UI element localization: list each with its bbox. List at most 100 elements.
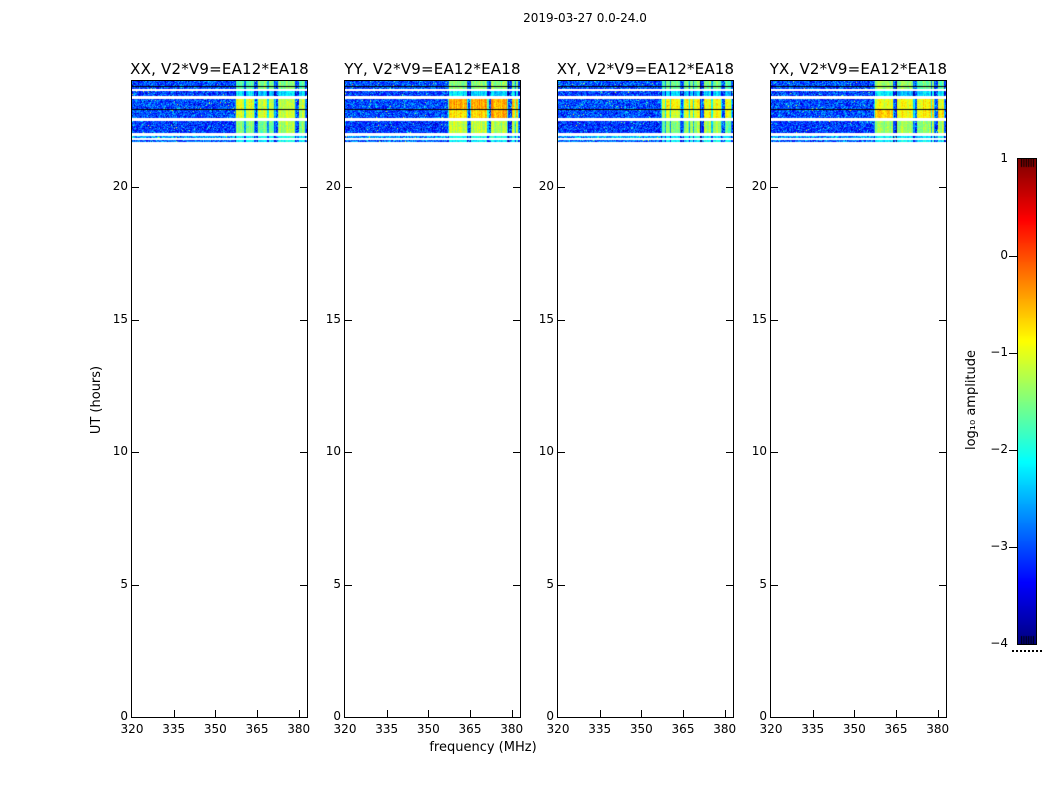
colorbar-tick-label: −3 — [990, 539, 1008, 553]
y-tick-label: 5 — [333, 576, 341, 591]
x-tick-label: 365 — [458, 722, 482, 736]
x-tick-label: 380 — [287, 722, 311, 736]
y-tick-label: 5 — [120, 576, 128, 591]
y-tick-label: 5 — [759, 576, 767, 591]
x-tick-label: 335 — [375, 722, 399, 736]
y-tick — [132, 187, 139, 188]
colorbar-tick-label: −2 — [990, 442, 1008, 456]
y-tick-label: 0 — [333, 709, 341, 723]
panel-title-yx: YX, V2*V9=EA12*EA18 — [769, 60, 948, 78]
x-tick — [298, 710, 300, 717]
y-tick-label: 5 — [546, 576, 554, 591]
x-tick-label: 350 — [416, 722, 440, 736]
y-tick — [726, 187, 733, 188]
y-tick-label: 0 — [120, 709, 128, 723]
y-tick — [513, 187, 520, 188]
y-tick — [771, 187, 778, 188]
x-tick-label: 335 — [588, 722, 612, 736]
y-tick — [939, 319, 946, 321]
colorbar-tick — [1009, 353, 1017, 354]
y-tick — [939, 187, 946, 188]
y-tick-label: 0 — [759, 709, 767, 723]
y-tick — [513, 584, 520, 586]
y-tick — [345, 187, 352, 188]
x-tick — [599, 710, 601, 717]
y-axis-label: UT (hours) — [89, 365, 104, 435]
panel-title-yy: YY, V2*V9=EA12*EA18 — [344, 60, 521, 78]
panel-title-xx: XX, V2*V9=EA12*EA18 — [130, 60, 309, 78]
x-tick — [724, 710, 726, 717]
y-tick — [132, 319, 139, 321]
x-tick — [257, 710, 258, 717]
x-axis-label: frequency (MHz) — [429, 740, 537, 755]
y-tick — [345, 319, 352, 321]
y-tick — [939, 452, 946, 453]
y-tick-label: 10 — [751, 444, 767, 458]
y-tick — [558, 319, 565, 321]
x-tick — [937, 710, 939, 717]
y-tick-label: 10 — [112, 444, 128, 458]
y-tick — [939, 584, 946, 586]
y-tick — [132, 584, 139, 586]
x-tick-label: 335 — [162, 722, 186, 736]
x-tick — [470, 710, 471, 717]
y-tick — [513, 319, 520, 321]
x-tick — [854, 710, 856, 717]
x-tick — [812, 710, 814, 717]
y-tick — [771, 319, 778, 321]
panel-xx: XX, V2*V9=EA12*EA18 0 5 10 15 20 320 335 350 365 3… — [113, 60, 310, 736]
panel-yx: YX, V2*V9=EA12*EA18 0 5 10 15 20 320 335 350 365 3… — [752, 60, 949, 736]
x-tick-label: 320 — [759, 722, 783, 736]
figure-title: 2019-03-27 0.0-24.0 — [523, 11, 647, 25]
y-tick — [345, 452, 352, 453]
colorbar: 1 0 −1 −2 −3 −4 — [990, 151, 1037, 650]
colorbar-tick — [1009, 256, 1017, 257]
spectrogram-xy — [558, 81, 733, 717]
x-tick-label: 350 — [842, 722, 866, 736]
x-tick — [641, 710, 643, 717]
spectrogram-yy — [345, 81, 520, 717]
spectrogram-xx — [132, 81, 307, 717]
panel-title-xy: XY, V2*V9=EA12*EA18 — [556, 60, 735, 78]
y-tick — [300, 319, 307, 321]
y-tick — [726, 452, 733, 453]
y-tick-label: 20 — [112, 179, 128, 193]
y-tick-label: 20 — [325, 179, 341, 193]
colorbar-label: log₁₀ amplitude — [964, 349, 979, 451]
y-tick-label: 20 — [751, 179, 767, 193]
y-tick-label: 15 — [112, 311, 128, 326]
y-tick — [300, 187, 307, 188]
y-tick — [132, 452, 139, 453]
y-tick — [726, 319, 733, 321]
y-tick — [771, 452, 778, 453]
y-tick — [726, 584, 733, 586]
colorbar-tick — [1009, 547, 1017, 548]
colorbar-dotted-line — [1012, 650, 1042, 652]
x-tick-label: 350 — [203, 722, 227, 736]
y-tick-label: 15 — [751, 311, 767, 326]
spectrogram-yx — [771, 81, 946, 717]
colorbar-tick-label: 1 — [1000, 151, 1008, 165]
x-tick — [683, 710, 684, 717]
colorbar-tick — [1009, 450, 1017, 451]
y-tick — [513, 452, 520, 453]
x-tick-label: 350 — [629, 722, 653, 736]
x-tick-label: 320 — [333, 722, 357, 736]
y-tick-label: 20 — [538, 179, 554, 193]
y-tick — [345, 584, 352, 586]
x-tick-label: 380 — [500, 722, 524, 736]
x-tick-label: 365 — [671, 722, 695, 736]
x-tick — [511, 710, 513, 717]
x-tick-label: 365 — [884, 722, 908, 736]
x-tick-label: 320 — [546, 722, 570, 736]
y-tick-label: 15 — [538, 311, 554, 326]
y-tick — [558, 584, 565, 586]
colorbar-tick-label: −1 — [990, 345, 1008, 359]
y-tick — [558, 187, 565, 188]
y-tick-label: 15 — [325, 311, 341, 326]
colorbar-gradient — [1018, 159, 1036, 644]
x-tick-label: 380 — [713, 722, 737, 736]
x-tick-label: 320 — [120, 722, 144, 736]
colorbar-tick-label: −4 — [990, 636, 1008, 650]
